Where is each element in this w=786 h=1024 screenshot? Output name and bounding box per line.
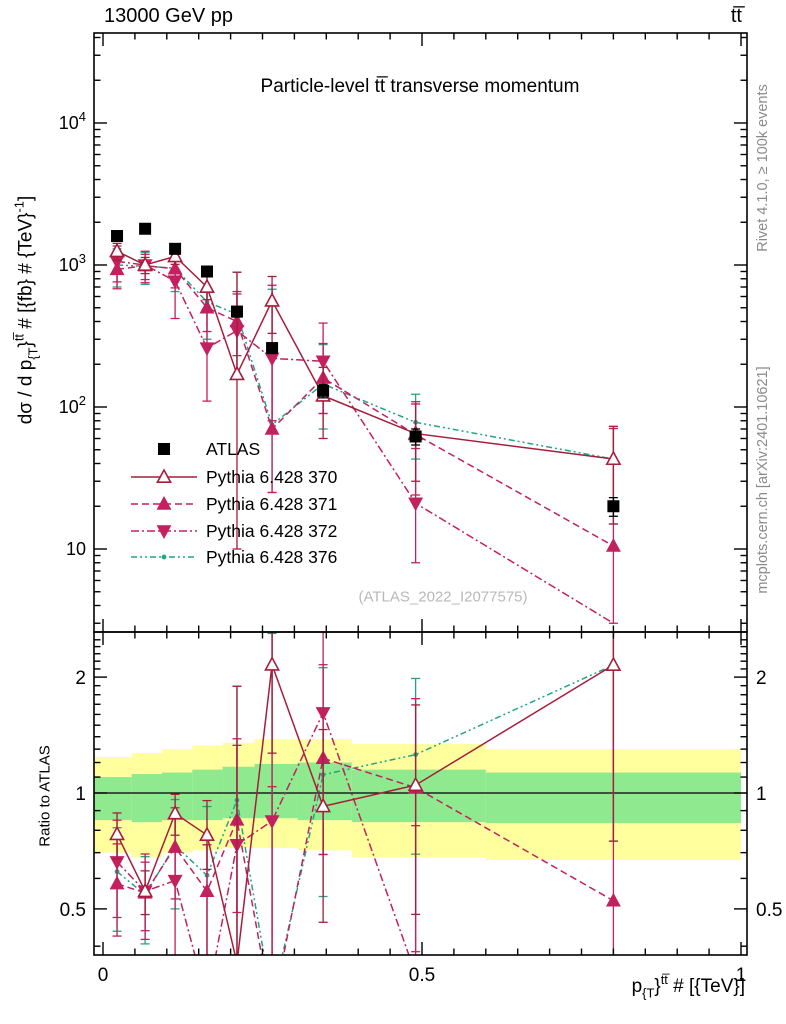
filled-triangle-marker <box>264 420 280 435</box>
x-tick-label: 0 <box>98 965 109 986</box>
x-tick-label: 0.5 <box>409 965 435 986</box>
filled-triangle-marker <box>199 299 215 314</box>
series-line <box>116 260 614 624</box>
open-triangle-marker <box>236 954 238 955</box>
watermark: (ATLAS_2022_I2077575) <box>358 588 528 606</box>
legend-entry-p372: Pythia 6.428 372 <box>131 521 337 541</box>
series-line <box>116 250 614 460</box>
filled-triangle-marker <box>167 839 183 853</box>
down-triangle-marker <box>199 342 215 357</box>
green-band-segment <box>94 777 132 821</box>
beam-energy-label: 13000 GeV pp <box>104 5 233 27</box>
filled-triangle-marker <box>605 537 621 552</box>
series-line <box>116 664 614 955</box>
dot-marker <box>270 998 275 1003</box>
ratio-y-axis-label: Ratio to ATLAS <box>36 745 54 847</box>
open-triangle-marker <box>229 365 245 381</box>
y-tick-label: 103 <box>59 251 86 275</box>
series-top-p371 <box>109 253 621 624</box>
down-triangle-marker <box>156 525 172 540</box>
square-marker <box>607 500 620 513</box>
series-line <box>116 264 614 547</box>
series-ratio-p370 <box>109 632 622 955</box>
open-triangle-marker <box>167 247 184 263</box>
square-marker <box>409 430 422 443</box>
open-triangle-marker <box>137 256 154 271</box>
square-marker <box>200 265 213 278</box>
ratio-tick-label-left: 1 <box>75 784 86 805</box>
filled-triangle-marker <box>156 495 172 510</box>
mcplots-reference-label: mcplots.cern.ch [arXiv:2401.10621] <box>755 366 771 594</box>
filled-triangle-marker <box>109 875 125 890</box>
legend-entry-atlas: ATLAS <box>158 439 260 459</box>
legend-label: Pythia 6.428 376 <box>206 547 337 567</box>
series-line <box>116 757 614 955</box>
square-marker <box>266 342 279 355</box>
open-triangle-marker <box>407 776 424 792</box>
filled-triangle-marker <box>167 260 183 275</box>
open-triangle-marker <box>137 882 154 898</box>
open-triangle-marker <box>109 825 125 841</box>
top-panel-frame <box>93 32 748 633</box>
filled-triangle-marker <box>265 1005 278 1017</box>
ratio-tick-label-right: 0.5 <box>756 900 782 921</box>
green-band-segment <box>351 769 486 823</box>
open-triangle-marker <box>199 826 215 842</box>
open-triangle-marker <box>156 468 172 483</box>
open-triangle-marker <box>199 278 215 293</box>
square-marker <box>139 222 152 235</box>
square-marker <box>317 384 330 397</box>
axis-ticks <box>94 33 747 955</box>
x-tick-label: 1 <box>736 965 747 986</box>
legend: ATLAS Pythia 6.428 370 Pythia 6.428 371 Pyt… <box>131 439 338 567</box>
process-label: tt̅ <box>730 5 742 27</box>
series-line <box>117 264 614 460</box>
filled-triangle-marker <box>109 261 125 276</box>
square-marker <box>111 230 124 243</box>
y-tick-label: 10 <box>66 539 86 559</box>
open-triangle-marker <box>264 292 281 307</box>
filled-triangle-marker <box>605 892 621 907</box>
ratio-tick-label-left: 0.5 <box>60 900 86 921</box>
legend-entry-p370: Pythia 6.428 370 <box>131 467 338 487</box>
legend-label: ATLAS <box>206 439 260 459</box>
open-triangle-marker <box>605 450 622 466</box>
series-top-atlas <box>111 222 620 517</box>
dot-marker <box>161 554 167 560</box>
rivet-version-label: Rivet 4.1.0, ≥ 100k events <box>755 84 771 252</box>
plot-title: Particle-level tt̅ transverse momentum <box>260 76 580 97</box>
green-band-segment <box>254 763 298 819</box>
open-triangle-marker <box>315 797 332 813</box>
ratio-tick-label-right: 1 <box>756 784 767 805</box>
open-triangle-marker <box>605 656 622 672</box>
legend-entry-p371: Pythia 6.428 371 <box>131 494 337 514</box>
down-triangle-marker <box>200 995 213 1007</box>
legend-label: Pythia 6.428 370 <box>206 467 338 487</box>
series-top-p376 <box>112 248 618 525</box>
series-top-p372 <box>109 245 614 624</box>
legend-entry-p376: Pythia 6.428 376 <box>131 547 337 567</box>
square-marker <box>158 443 170 455</box>
down-triangle-marker <box>408 497 424 512</box>
green-band-segment <box>131 774 163 823</box>
open-triangle-marker <box>167 804 184 820</box>
square-marker <box>169 242 182 255</box>
top-y-axis-label: dσ / d p{T}tt̅ # [{fb} # {TeV}-1] <box>11 195 41 425</box>
y-tick-label: 104 <box>59 109 86 133</box>
y-tick-label: 102 <box>59 393 86 417</box>
filled-triangle-marker <box>199 883 215 897</box>
ratio-tick-label-right: 2 <box>756 668 767 689</box>
ratio-tick-label-left: 2 <box>75 668 86 689</box>
square-marker <box>230 305 243 318</box>
series-top-p370 <box>109 242 622 550</box>
x-axis-label: p{T}tt̅ # [{TeV}] <box>631 972 745 1001</box>
ratio-uncertainty-bands <box>94 739 741 860</box>
open-triangle-marker <box>264 656 281 671</box>
open-triangle-marker <box>109 242 125 258</box>
legend-label: Pythia 6.428 372 <box>206 521 337 541</box>
legend-label: Pythia 6.428 371 <box>206 494 337 514</box>
